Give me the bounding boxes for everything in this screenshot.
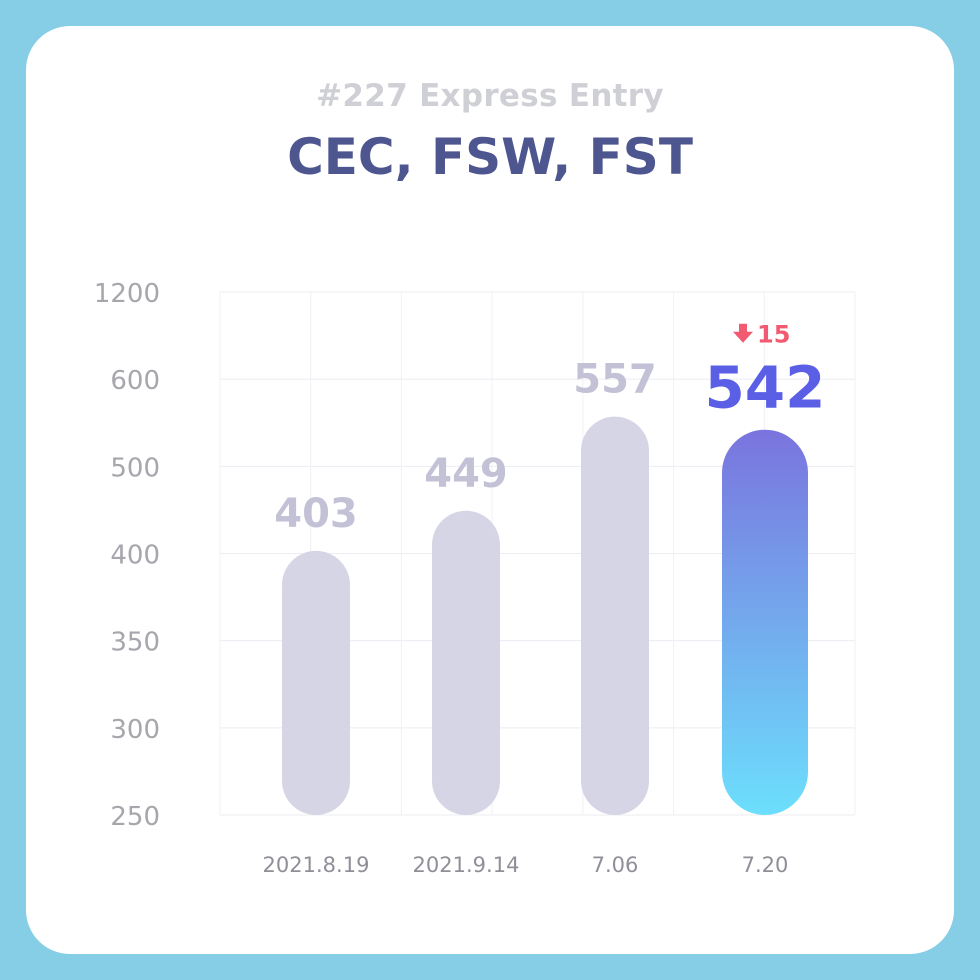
y-tick-label: 250 <box>110 802 160 832</box>
bar-value-label: 557 <box>573 357 657 403</box>
delta-indicator: 15 <box>733 321 790 349</box>
y-tick-label: 1200 <box>94 279 160 309</box>
delta-value: 15 <box>757 321 790 349</box>
value-labels: 403 449 557 542 15 <box>274 321 825 537</box>
x-tick-label: 7.06 <box>592 853 639 877</box>
bar <box>581 416 649 815</box>
x-tick-label: 2021.9.14 <box>413 853 520 877</box>
chart-subtitle: #227 Express Entry <box>316 78 664 114</box>
bar-value-label: 403 <box>274 491 358 537</box>
y-axis: 1200 600 500 400 350 300 250 <box>94 279 160 832</box>
y-tick-label: 600 <box>110 366 160 396</box>
bar-value-label: 449 <box>424 451 508 497</box>
bar <box>722 429 808 815</box>
y-tick-label: 500 <box>110 453 160 483</box>
chart-title: CEC, FSW, FST <box>287 128 693 186</box>
bar <box>282 550 350 815</box>
bars <box>282 416 808 815</box>
x-tick-label: 2021.8.19 <box>263 853 370 877</box>
arrow-down-icon <box>733 323 753 343</box>
bar <box>432 510 500 815</box>
x-axis: 2021.8.19 2021.9.14 7.06 7.20 <box>263 853 789 877</box>
bar-value-label: 542 <box>704 354 825 422</box>
y-tick-label: 350 <box>110 628 160 658</box>
x-tick-label: 7.20 <box>742 853 789 877</box>
y-tick-label: 400 <box>110 541 160 571</box>
y-tick-label: 300 <box>110 715 160 745</box>
